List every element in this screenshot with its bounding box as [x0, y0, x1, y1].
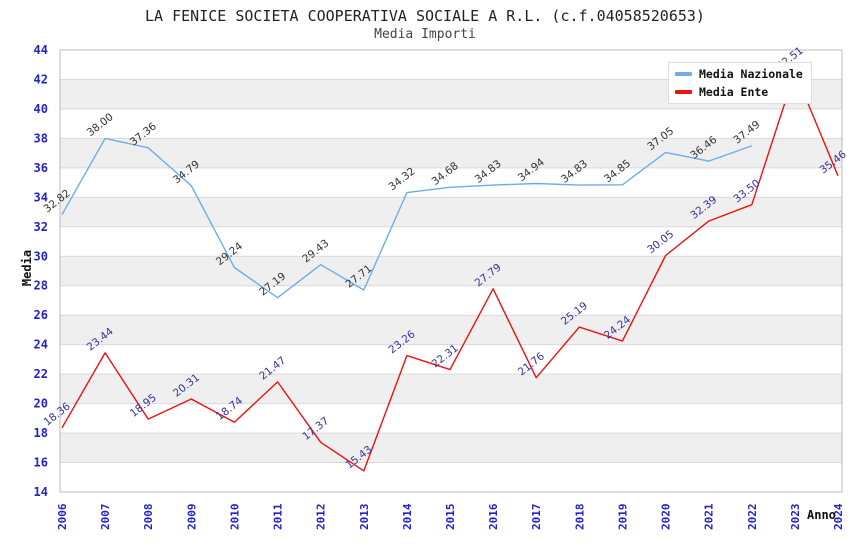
y-tick-label: 34 [34, 190, 48, 204]
x-tick-label: 2020 [660, 504, 673, 531]
x-tick-label: 2017 [530, 504, 543, 531]
y-tick-label: 38 [34, 131, 48, 145]
y-tick-label: 16 [34, 456, 48, 470]
y-tick-label: 44 [34, 43, 48, 57]
legend-label-media-nazionale: Media Nazionale [699, 67, 803, 81]
data-label-media-nazionale: 34.32 [387, 165, 418, 193]
series-line-media-nazionale [61, 137, 753, 299]
chart-subtitle: Media Importi [374, 27, 476, 42]
legend-item-media-nazionale: Media Nazionale [675, 67, 805, 81]
x-tick-label: 2023 [789, 504, 802, 531]
plot-border [59, 49, 843, 493]
legend-box: Media Nazionale Media Ente [668, 62, 812, 104]
x-tick-label: 2012 [315, 504, 328, 531]
series-line-media-ente [61, 71, 839, 472]
y-tick-label: 30 [34, 249, 48, 263]
x-tick-label: 2006 [56, 503, 69, 530]
x-tick-label: 2008 [142, 504, 155, 531]
x-tick-label: 2019 [616, 504, 629, 531]
legend-label-media-ente: Media Ente [699, 85, 769, 99]
legend-swatch-media-nazionale [675, 72, 692, 76]
y-tick-label: 32 [34, 220, 48, 234]
y-tick-label: 14 [34, 485, 48, 499]
data-label-media-ente: 22.31 [430, 342, 461, 370]
x-axis-ticks: 2006 2007 2008 2009 2010 2011 2012 2013 2014 2015… [56, 503, 845, 530]
x-tick-label: 2009 [185, 504, 198, 531]
y-tick-label: 20 [34, 397, 48, 411]
legend-item-media-ente: Media Ente [675, 85, 805, 99]
data-label-media-ente: 30.05 [645, 228, 676, 256]
x-tick-label: 2022 [746, 504, 759, 531]
y-tick-label: 22 [34, 367, 48, 381]
gridlines [60, 78, 842, 464]
y-tick-label: 36 [34, 161, 48, 175]
x-tick-label: 2014 [401, 503, 414, 530]
chart-title: LA FENICE SOCIETA COOPERATIVA SOCIALE A … [145, 7, 705, 25]
x-tick-label: 2015 [444, 504, 457, 531]
x-axis-title: Anno [807, 508, 836, 522]
y-tick-label: 28 [34, 279, 48, 293]
x-tick-label: 2011 [272, 503, 285, 530]
x-tick-label: 2024 [832, 503, 845, 530]
y-tick-label: 24 [34, 338, 48, 352]
x-tick-label: 2016 [487, 503, 500, 530]
legend-swatch-media-ente [675, 90, 692, 94]
x-tick-label: 2007 [99, 504, 112, 531]
x-tick-label: 2021 [703, 503, 716, 530]
background-bands [60, 79, 842, 463]
y-tick-label: 42 [34, 72, 48, 86]
y-tick-label: 26 [34, 308, 48, 322]
y-axis-ticks: 14 16 18 20 22 24 26 28 30 32 34 36 38 40 42 44 [34, 43, 48, 499]
data-label-media-nazionale: 38.00 [85, 111, 116, 139]
y-axis-title: Media [20, 249, 34, 287]
x-tick-label: 2018 [573, 504, 586, 531]
x-tick-label: 2010 [228, 504, 241, 531]
y-tick-label: 18 [34, 426, 48, 440]
x-tick-label: 2013 [358, 504, 371, 531]
y-tick-label: 40 [34, 102, 48, 116]
